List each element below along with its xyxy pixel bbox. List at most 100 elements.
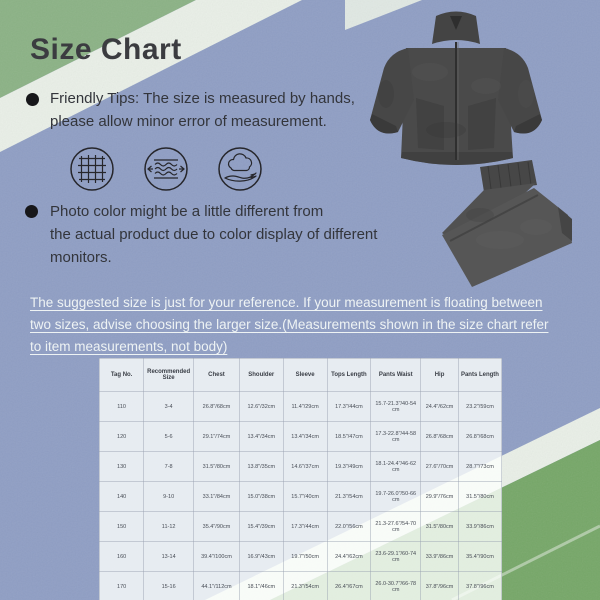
text-line: Photo color might be a little different …: [50, 203, 324, 220]
jacket-collar-opening: [450, 16, 462, 30]
size-table-cell: 23.2"/59cm: [457, 391, 503, 422]
friendly-tips-text: Friendly Tips: The size is measured by h…: [50, 87, 355, 133]
size-table-cell: 9-10: [143, 481, 195, 512]
size-table-cell: 170: [98, 571, 145, 600]
size-table-cell: 18.1-24.4"/46-62 cm: [370, 451, 422, 482]
size-table-cell: 120: [98, 421, 145, 452]
size-table-cell: 140: [98, 481, 145, 512]
size-table-cell: 19.3"/49cm: [326, 451, 372, 482]
fleece-pants-photo: [442, 160, 572, 287]
text-line: the actual product due to color display …: [50, 226, 378, 243]
size-table-cell: 29.9"/76cm: [420, 481, 459, 512]
text-line: The suggested size is just for your refe…: [30, 295, 543, 310]
size-table-header-row: Tag No. Recommended Size Chest Shoulder Slee…: [98, 358, 503, 392]
size-table-cell: 13.4"/34cm: [282, 421, 328, 452]
size-table-cell: 13.4"/34cm: [238, 421, 284, 452]
text-line: to item measurements, not body): [30, 339, 228, 354]
pants-folded-leg: [442, 188, 572, 287]
page-title: Size Chart: [30, 33, 182, 66]
size-table-cell: 14.6"/37cm: [282, 451, 328, 482]
size-table-cell: 15-16: [143, 571, 195, 600]
size-table-cell: 26.8"/68cm: [457, 421, 503, 452]
size-table-cell: 33.9"/86cm: [457, 511, 503, 542]
jacket-right-pocket: [468, 98, 496, 150]
size-suggestion-notice: The suggested size is just for your refe…: [30, 292, 548, 358]
size-table-cell: 13.8"/35cm: [238, 451, 284, 482]
size-table-cell: 35.4"/90cm: [457, 541, 503, 572]
size-table-cell: 33.9"/86cm: [420, 541, 459, 572]
size-table-header-cell: Shoulder: [238, 358, 284, 392]
size-table-cell: 37.8"/96cm: [457, 571, 503, 600]
size-table-cell: 15.0"/38cm: [238, 481, 284, 512]
size-table-cell: 24.4"/62cm: [420, 391, 459, 422]
feature-icon-row: [69, 146, 269, 192]
size-table-row: 160 13-14 39.4"/100cm 16.9"/43cm 19.7"/50cm 2…: [98, 541, 503, 572]
size-table-cell: 23.6-29.1"/60-74 cm: [370, 541, 422, 572]
size-table-cell: 7-8: [143, 451, 195, 482]
size-table-cell: 110: [98, 391, 145, 422]
size-table-cell: 21.3"/54cm: [282, 571, 328, 600]
size-table-row: 140 9-10 33.1"/84cm 15.0"/38cm 15.7"/40cm 21.…: [98, 481, 503, 512]
size-table-cell: 12.6"/32cm: [238, 391, 284, 422]
pants-fold-shadow: [449, 194, 539, 242]
size-table-header-cell: Sleeve: [282, 358, 328, 392]
jacket-right-sleeve: [498, 48, 542, 134]
jacket-right-cuff: [514, 114, 542, 134]
size-table-cell: 160: [98, 541, 145, 572]
bullet-icon: [25, 205, 38, 218]
pants-cuff: [558, 207, 572, 241]
size-table-cell: 33.1"/84cm: [193, 481, 240, 512]
fabric-weave-icon: [70, 147, 114, 191]
size-table-cell: 26.4"/67cm: [326, 571, 372, 600]
size-table-cell: 150: [98, 511, 145, 542]
stretch-elastic-icon: [144, 147, 188, 191]
size-table-cell: 17.3"/44cm: [282, 511, 328, 542]
size-table-cell: 19.7-26.0"/50-66 cm: [370, 481, 422, 512]
jacket-left-pocket: [416, 98, 444, 150]
size-table-row: 130 7-8 31.5"/80cm 13.8"/35cm 14.6"/37cm 19.3…: [98, 451, 503, 482]
size-table-cell: 21.3-27.6"/54-70 cm: [370, 511, 422, 542]
size-table-cell: 15.7-21.3"/40-54 cm: [370, 391, 422, 422]
size-table-cell: 27.6"/70cm: [420, 451, 459, 482]
size-table-cell: 31.5"/80cm: [457, 481, 503, 512]
text-line: monitors.: [50, 249, 112, 266]
size-table: Tag No. Recommended Size Chest Shoulder Slee…: [98, 358, 503, 600]
size-table-cell: 31.5"/80cm: [193, 451, 240, 482]
size-table-cell: 18.1"/46cm: [238, 571, 284, 600]
size-table-cell: 17.3"/44cm: [326, 391, 372, 422]
size-table-cell: 130: [98, 451, 145, 482]
size-table-cell: 11.4"/29cm: [282, 391, 328, 422]
size-table-row: 170 15-16 44.1"/112cm 18.1"/46cm 21.3"/54cm 2…: [98, 571, 503, 600]
size-table-header-cell: Tops Length: [326, 358, 372, 392]
size-table-cell: 28.7"/73cm: [457, 451, 503, 482]
size-table-row: 150 11-12 35.4"/90cm 15.4"/39cm 17.3"/44cm 22…: [98, 511, 503, 542]
size-table-header-cell: Recommended Size: [143, 358, 195, 392]
size-table-header-cell: Hip: [420, 358, 459, 392]
text-line: two sizes, advise choosing the larger si…: [30, 317, 549, 332]
size-table-cell: 15.7"/40cm: [282, 481, 328, 512]
size-table-cell: 15.4"/39cm: [238, 511, 284, 542]
size-table-cell: 3-4: [143, 391, 195, 422]
text-line: please allow minor error of measurement.: [50, 113, 327, 130]
size-table-cell: 39.4"/100cm: [193, 541, 240, 572]
size-table-cell: 24.4"/62cm: [326, 541, 372, 572]
photo-color-tip-text: Photo color might be a little different …: [50, 200, 377, 269]
size-table-row: 120 5-6 29.1"/74cm 13.4"/34cm 13.4"/34cm 18.5…: [98, 421, 503, 452]
size-table-cell: 13-14: [143, 541, 195, 572]
size-table-cell: 21.3"/54cm: [326, 481, 372, 512]
fleece-jacket-photo: [370, 11, 542, 165]
size-table-cell: 37.8"/96cm: [420, 571, 459, 600]
size-table-cell: 16.9"/43cm: [238, 541, 284, 572]
size-table-cell: 29.1"/74cm: [193, 421, 240, 452]
size-table-cell: 31.5"/80cm: [420, 511, 459, 542]
soft-cotton-hand-icon: [218, 147, 262, 191]
text-line: Friendly Tips: The size is measured by h…: [50, 90, 355, 107]
size-table-cell: 35.4"/90cm: [193, 511, 240, 542]
size-table-cell: 18.5"/47cm: [326, 421, 372, 452]
size-table-cell: 5-6: [143, 421, 195, 452]
size-table-cell: 26.0-30.7"/66-78 cm: [370, 571, 422, 600]
size-table-cell: 17.3-22.8"/44-58 cm: [370, 421, 422, 452]
size-table-cell: 26.8"/68cm: [193, 391, 240, 422]
size-table-cell: 19.7"/50cm: [282, 541, 328, 572]
size-table-cell: 44.1"/112cm: [193, 571, 240, 600]
